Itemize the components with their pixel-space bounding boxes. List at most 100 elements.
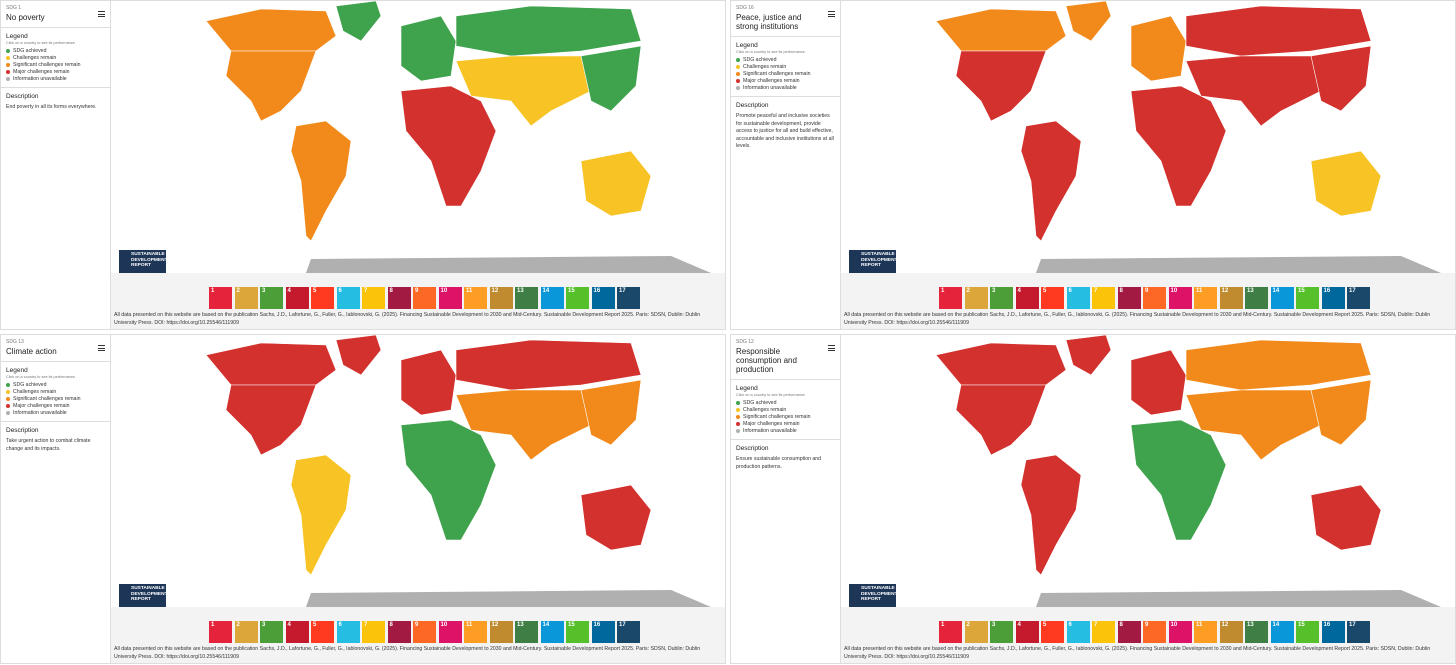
goal-icon[interactable]: 2	[234, 287, 258, 309]
country-region[interactable]	[400, 419, 497, 541]
goal-icon[interactable]: 3	[260, 287, 283, 309]
goal-icon[interactable]: 2	[234, 621, 258, 643]
goal-icon[interactable]: 2	[964, 621, 988, 643]
goal-icon[interactable]: 7	[362, 621, 385, 643]
goal-icon[interactable]: 8	[387, 621, 411, 643]
menu-button[interactable]	[828, 345, 835, 353]
goal-icon[interactable]: 13	[515, 287, 538, 309]
goal-icon[interactable]: 10	[1168, 621, 1192, 643]
country-region[interactable]	[1310, 379, 1372, 446]
goal-icon[interactable]: 3	[990, 287, 1013, 309]
country-region[interactable]	[455, 339, 642, 391]
country-region[interactable]	[400, 85, 497, 207]
goal-icon[interactable]: 7	[362, 287, 385, 309]
goal-icon[interactable]: 10	[1168, 287, 1192, 309]
goal-icon[interactable]: 9	[1143, 621, 1166, 643]
goal-icon[interactable]: 6	[1066, 621, 1090, 643]
goal-icon[interactable]: 14	[540, 621, 564, 643]
goal-icon[interactable]: 8	[1117, 287, 1141, 309]
country-region[interactable]	[335, 335, 382, 376]
goal-icon[interactable]: 16	[1321, 287, 1345, 309]
goal-icon[interactable]: 15	[566, 621, 589, 643]
country-region[interactable]	[1130, 85, 1227, 207]
goal-icon[interactable]: 5	[311, 287, 334, 309]
country-region[interactable]	[205, 342, 337, 386]
goal-icon[interactable]: 17	[1347, 287, 1370, 309]
goal-icon[interactable]: 8	[387, 287, 411, 309]
goal-icon[interactable]: 6	[1066, 287, 1090, 309]
goal-icon[interactable]: 12	[1219, 287, 1243, 309]
country-region[interactable]	[1310, 45, 1372, 112]
goal-icon[interactable]: 12	[489, 287, 513, 309]
goal-icon[interactable]: 16	[591, 287, 615, 309]
country-region[interactable]	[1130, 349, 1187, 416]
goal-icon[interactable]: 4	[285, 621, 309, 643]
goal-icon[interactable]: 11	[464, 287, 487, 309]
goal-icon[interactable]: 9	[413, 287, 436, 309]
goal-icon[interactable]: 14	[540, 287, 564, 309]
goal-icon[interactable]: 15	[1296, 287, 1319, 309]
country-region[interactable]	[580, 45, 642, 112]
country-region[interactable]	[935, 342, 1067, 386]
goal-icon[interactable]: 11	[1194, 287, 1217, 309]
goal-icon[interactable]: 16	[1321, 621, 1345, 643]
goal-icon[interactable]: 17	[617, 287, 640, 309]
goal-icon[interactable]: 10	[438, 287, 462, 309]
country-region[interactable]	[1185, 55, 1322, 127]
goal-icon[interactable]: 14	[1270, 621, 1294, 643]
country-region[interactable]	[1185, 5, 1372, 57]
country-region[interactable]	[225, 50, 317, 122]
goal-icon[interactable]: 16	[591, 621, 615, 643]
goal-icon[interactable]: 15	[566, 287, 589, 309]
goal-icon[interactable]: 4	[285, 287, 309, 309]
country-region[interactable]	[1185, 389, 1322, 461]
country-region[interactable]	[1130, 15, 1187, 82]
country-region[interactable]	[580, 150, 652, 217]
country-region[interactable]	[455, 55, 592, 127]
country-region[interactable]	[1020, 120, 1082, 242]
goal-icon[interactable]: 1	[209, 621, 232, 643]
goal-icon[interactable]: 12	[1219, 621, 1243, 643]
country-region[interactable]	[290, 120, 352, 242]
country-region[interactable]	[955, 384, 1047, 456]
country-region[interactable]	[1310, 150, 1382, 217]
goal-icon[interactable]: 6	[336, 287, 360, 309]
country-region[interactable]	[290, 454, 352, 576]
country-region[interactable]	[935, 8, 1067, 52]
country-region[interactable]	[400, 15, 457, 82]
goal-icon[interactable]: 12	[489, 621, 513, 643]
goal-icon[interactable]: 17	[1347, 621, 1370, 643]
goal-icon[interactable]: 8	[1117, 621, 1141, 643]
goal-icon[interactable]: 4	[1015, 287, 1039, 309]
goal-icon[interactable]: 3	[260, 621, 283, 643]
country-region[interactable]	[1185, 339, 1372, 391]
goal-icon[interactable]: 4	[1015, 621, 1039, 643]
country-region[interactable]	[455, 5, 642, 57]
menu-button[interactable]	[98, 11, 105, 19]
country-region[interactable]	[400, 349, 457, 416]
goal-icon[interactable]: 13	[1245, 621, 1268, 643]
menu-button[interactable]	[828, 11, 835, 19]
goal-icon[interactable]: 14	[1270, 287, 1294, 309]
goal-icon[interactable]: 1	[939, 621, 962, 643]
goal-icon[interactable]: 1	[209, 287, 232, 309]
country-region[interactable]	[580, 484, 652, 551]
goal-icon[interactable]: 10	[438, 621, 462, 643]
country-region[interactable]	[1020, 454, 1082, 576]
country-region[interactable]	[580, 379, 642, 446]
country-region[interactable]	[205, 8, 337, 52]
country-region[interactable]	[1065, 1, 1112, 42]
goal-icon[interactable]: 9	[413, 621, 436, 643]
goal-icon[interactable]: 7	[1092, 621, 1115, 643]
goal-icon[interactable]: 1	[939, 287, 962, 309]
country-region[interactable]	[955, 50, 1047, 122]
goal-icon[interactable]: 5	[1041, 621, 1064, 643]
goal-icon[interactable]: 9	[1143, 287, 1166, 309]
country-region[interactable]	[1065, 335, 1112, 376]
country-region[interactable]	[225, 384, 317, 456]
goal-icon[interactable]: 11	[464, 621, 487, 643]
goal-icon[interactable]: 7	[1092, 287, 1115, 309]
goal-icon[interactable]: 2	[964, 287, 988, 309]
goal-icon[interactable]: 6	[336, 621, 360, 643]
country-region[interactable]	[1310, 484, 1382, 551]
